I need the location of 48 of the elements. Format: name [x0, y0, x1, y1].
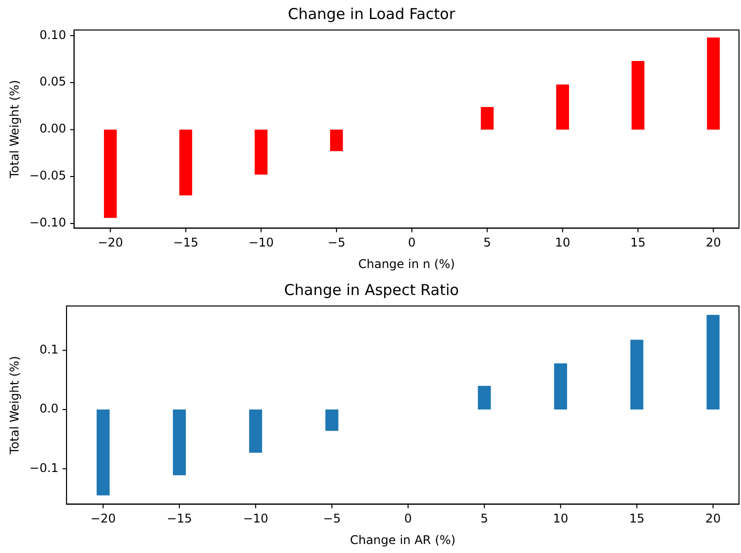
x-tick-label: 15	[629, 512, 644, 526]
y-tick-label: −0.1	[29, 460, 59, 475]
x-tick-label: 10	[552, 512, 568, 526]
x-tick-label: 10	[554, 236, 570, 250]
x-tick-label: −5	[328, 236, 346, 250]
x-tick-label: 5	[480, 512, 488, 526]
y-tick-label: −0.05	[29, 168, 66, 183]
x-tick-label: −10	[242, 512, 268, 526]
x-tick-label: −5	[323, 512, 341, 526]
bar	[706, 314, 720, 410]
bar	[630, 340, 644, 410]
bar	[172, 410, 186, 476]
x-axis-title: Change in n (%)	[358, 256, 455, 271]
x-tick-label: 20	[706, 236, 722, 250]
x-tick-label: −10	[248, 236, 274, 250]
y-tick-label: 0.1	[39, 342, 59, 356]
chart-title: Change in Load Factor	[288, 4, 456, 23]
bar	[249, 410, 262, 453]
bar	[478, 386, 491, 410]
bar	[706, 38, 720, 130]
y-tick-label: 0.00	[39, 122, 66, 136]
y-axis-title: Total Weight (%)	[7, 356, 22, 456]
bar	[554, 363, 568, 410]
bar	[556, 84, 570, 130]
y-axis-title: Total Weight (%)	[7, 80, 22, 180]
x-tick-label: 0	[404, 512, 412, 526]
y-tick-label: 0.0	[39, 402, 59, 416]
x-tick-label: −20	[98, 236, 124, 250]
x-tick-label: 15	[630, 236, 646, 250]
bar	[632, 61, 644, 130]
x-tick-label: −15	[166, 512, 192, 526]
x-tick-label: 5	[483, 236, 492, 250]
y-tick-label: −0.10	[29, 216, 66, 230]
y-tick-label: 0.10	[39, 28, 66, 42]
bar	[480, 107, 494, 130]
x-tick-label: −15	[173, 236, 198, 250]
bar	[179, 130, 192, 196]
bar	[96, 410, 110, 496]
chart-title: Change in Aspect Ratio	[284, 280, 459, 299]
bar	[330, 130, 343, 152]
bar	[104, 130, 117, 218]
bar	[325, 410, 338, 431]
x-tick-label: −20	[90, 512, 116, 526]
x-axis-title: Change in AR (%)	[350, 532, 456, 547]
y-tick-label: 0.05	[39, 74, 66, 89]
x-tick-label: 20	[705, 512, 721, 526]
bar	[254, 130, 268, 175]
x-tick-label: 0	[408, 236, 416, 250]
